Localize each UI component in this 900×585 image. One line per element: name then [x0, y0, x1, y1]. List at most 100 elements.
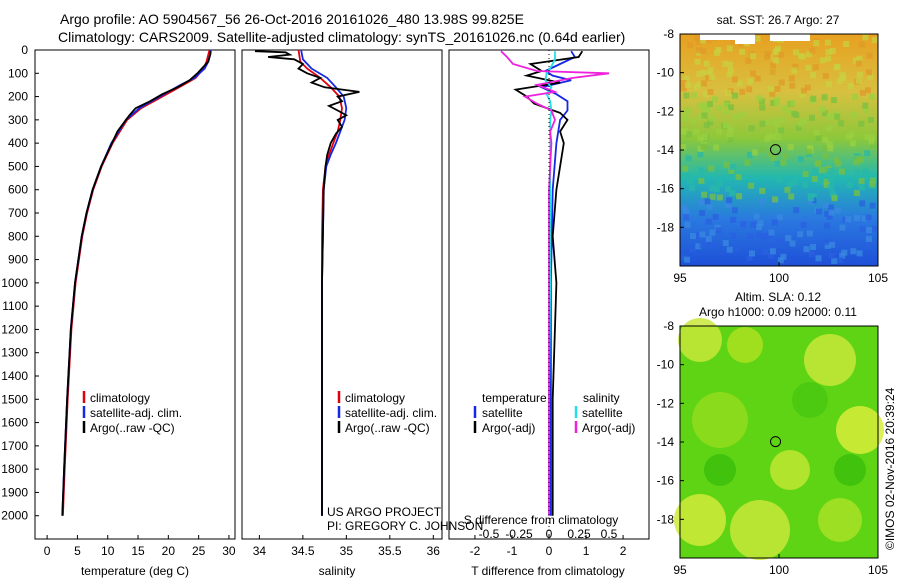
depth-axis: 0 100 200 300 400 500 600 700 800 900 1000 1100 1200… [1, 43, 39, 523]
legend-label-t-satellite: satellite [482, 406, 523, 420]
depth-tick-label: 700 [8, 206, 28, 220]
temperature-legend: climatology satellite-adj. clim. Argo(..… [82, 391, 182, 435]
sst-pixel [762, 249, 768, 256]
sst-pixel [726, 71, 733, 78]
sst-pixel [776, 173, 783, 180]
sst-pixel [788, 75, 795, 82]
sla-anomaly-patch [792, 382, 828, 418]
sst-pixel [844, 239, 851, 246]
sst-pixel [850, 248, 857, 255]
map-x-tick-label: 105 [868, 563, 888, 577]
legend-label-argo: Argo(..raw -QC) [345, 421, 430, 435]
sst-pixel [810, 72, 816, 79]
sst-pixel [705, 235, 712, 242]
sst-pixel [739, 88, 746, 95]
sst-pixel [716, 180, 723, 187]
sst-pixel [716, 128, 723, 135]
sst-pixel [736, 80, 743, 87]
sst-pixel [793, 49, 800, 56]
sst-pixel [802, 171, 809, 177]
sst-pixel [798, 53, 804, 60]
sst-pixel [858, 41, 865, 48]
map-y-tick-label: -10 [657, 66, 675, 80]
sst-pixel [687, 42, 694, 48]
sst-pixel [770, 62, 777, 69]
sst-pixel [804, 84, 811, 91]
map-y-tick-label: -8 [663, 319, 674, 333]
s-diff-tick-label: 0.25 [567, 527, 591, 541]
legend-label-climatology: climatology [90, 391, 150, 405]
sst-pixel [839, 224, 846, 231]
salinity-x-axis: 34 34.5 35 35.5 36 [253, 535, 440, 558]
sst-pixel [709, 229, 716, 236]
sst-pixel [772, 117, 779, 124]
sst-pixel [685, 131, 692, 138]
sst-pixel [774, 121, 781, 128]
sst-pixel [867, 74, 874, 81]
sla-anomaly-patch [836, 406, 884, 454]
sst-pixel [706, 71, 713, 78]
sst-pixel [683, 75, 690, 82]
sst-pixel [761, 233, 768, 240]
depth-tick-label: 800 [8, 229, 28, 243]
legend-label-argo: Argo(..raw -QC) [90, 421, 175, 435]
sst-pixel [815, 255, 822, 262]
sst-pixel [725, 185, 732, 192]
difference-legend: temperature salinity satellite Argo(-adj… [473, 391, 635, 435]
sst-pixel [735, 174, 742, 180]
s-diff-tick-label: -0.5 [479, 527, 500, 541]
sst-pixel [785, 235, 792, 242]
sst-pixel [806, 148, 812, 155]
sst-pixel [852, 93, 859, 100]
sst-pixel [684, 221, 691, 228]
map-y-tick-label: -12 [657, 104, 675, 118]
sst-pixel [730, 38, 737, 45]
sst-pixel [870, 177, 877, 184]
depth-tick-label: 500 [8, 159, 28, 173]
sst-pixel [738, 111, 745, 118]
sst-pixel [770, 100, 777, 106]
sst-pixel [856, 71, 863, 78]
sst-pixel [733, 113, 739, 120]
sst-pixel [685, 171, 692, 178]
sst-pixel [768, 252, 774, 259]
sst-pixel [699, 231, 706, 238]
sst-pixel [689, 184, 696, 191]
sst-pixel [802, 182, 809, 188]
sst-pixel [723, 109, 730, 115]
sst-pixel [773, 100, 780, 107]
map-x-tick-label: 100 [769, 271, 789, 285]
sst-pixel [836, 77, 843, 84]
sla-anomaly-patch [730, 500, 790, 560]
sst-pixel [791, 110, 798, 117]
sst-pixel [708, 115, 715, 122]
sst-pixel [753, 213, 760, 220]
sst-pixel [759, 120, 766, 127]
sst-pixel [799, 91, 806, 98]
sst-pixel [789, 100, 796, 106]
sst-pixel [715, 227, 722, 234]
sst-pixel [824, 210, 831, 217]
sst-pixel [826, 213, 833, 220]
sst-pixel [821, 94, 828, 101]
sst-pixel [774, 160, 781, 167]
sst-pixel [685, 155, 692, 162]
sst-pixel [823, 178, 830, 185]
sst-pixel [704, 198, 711, 205]
sst-pixel [792, 63, 799, 70]
legend-label-s-satellite: satellite [582, 406, 623, 420]
project-annotation: US ARGO PROJECT [327, 505, 442, 519]
sst-pixel [840, 75, 847, 81]
sst-pixel [756, 231, 763, 238]
x-tick-label: 10 [101, 544, 115, 558]
x-tick-label: 1 [583, 544, 590, 558]
depth-tick-label: 1600 [1, 416, 28, 430]
x-tick-label: 20 [162, 544, 176, 558]
sst-pixel [821, 145, 828, 152]
sst-pixel [729, 164, 736, 170]
sst-pixel [775, 134, 782, 141]
sst-pixel [819, 57, 826, 64]
sst-pixel [791, 67, 798, 74]
sst-pixel [865, 235, 872, 242]
sst-pixel [797, 156, 804, 163]
